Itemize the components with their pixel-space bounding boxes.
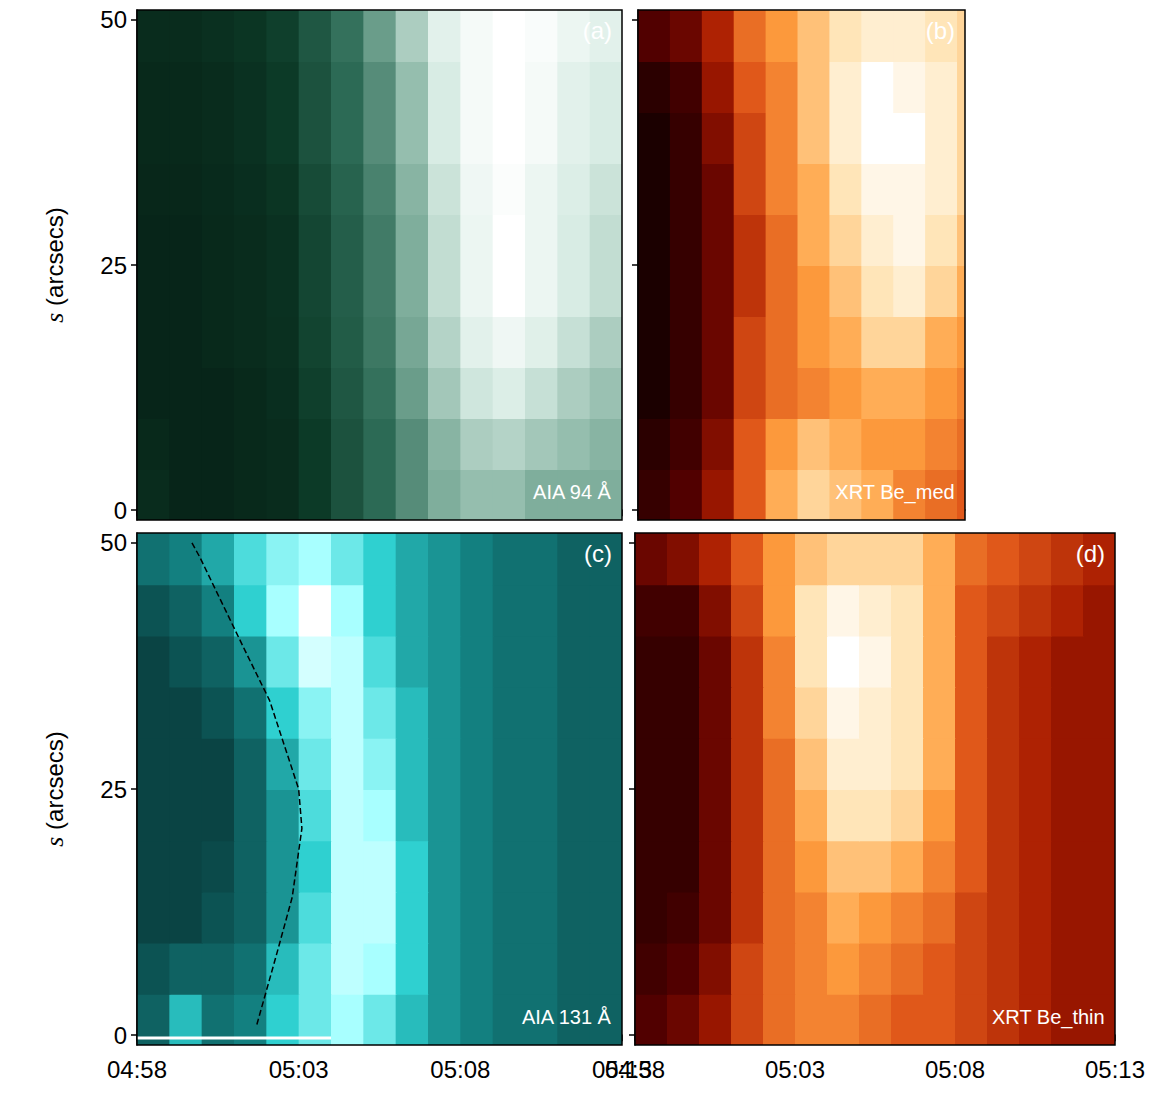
svg-text:(b): (b) [926, 17, 955, 44]
svg-text:04:58: 04:58 [107, 1056, 167, 1083]
svg-text:04:58: 04:58 [605, 1056, 665, 1083]
svg-text:05:08: 05:08 [430, 1056, 490, 1083]
svg-text:s: s [40, 313, 69, 323]
svg-text:25: 25 [100, 776, 127, 803]
svg-text:25: 25 [100, 252, 127, 279]
svg-text:50: 50 [100, 529, 127, 556]
svg-text:(arcsecs): (arcsecs) [41, 207, 68, 312]
svg-text:XRT Be_thin: XRT Be_thin [992, 1006, 1105, 1029]
svg-text:05:13: 05:13 [1085, 1056, 1145, 1083]
svg-text:s: s [40, 837, 69, 847]
svg-text:AIA 94 Å: AIA 94 Å [533, 481, 611, 503]
svg-text:(arcsecs): (arcsecs) [41, 731, 68, 836]
svg-text:(a): (a) [583, 17, 612, 44]
svg-text:(d): (d) [1076, 540, 1105, 567]
svg-text:0: 0 [114, 497, 127, 524]
svg-text:05:03: 05:03 [765, 1056, 825, 1083]
svg-text:50: 50 [100, 6, 127, 33]
svg-text:XRT Be_med: XRT Be_med [835, 481, 954, 504]
svg-text:AIA 131 Å: AIA 131 Å [522, 1006, 612, 1028]
svg-text:(c): (c) [584, 540, 612, 567]
svg-text:05:03: 05:03 [269, 1056, 329, 1083]
svg-text:05:08: 05:08 [925, 1056, 985, 1083]
svg-text:0: 0 [114, 1022, 127, 1049]
